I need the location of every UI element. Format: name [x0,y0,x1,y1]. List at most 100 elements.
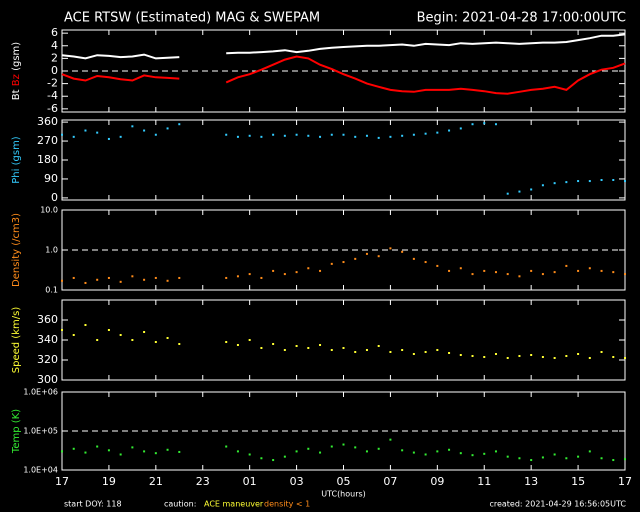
data-point [178,450,181,453]
begin-time: Begin: 2021-04-28 17:00:00UTC [417,11,626,26]
y-tick-label: 360 [37,313,58,326]
data-point [319,269,322,272]
data-point [588,180,591,183]
data-point [565,181,568,184]
y-axis-label: Speed (km/s) [11,307,22,374]
data-point [342,443,345,446]
data-point [248,134,251,137]
data-point [377,447,380,450]
data-point [612,271,615,274]
data-point [612,179,615,181]
data-point [577,455,580,458]
y-axis-title: Phi (gsm) [11,136,22,184]
data-point [307,347,310,349]
data-point [565,457,568,460]
chart-title: ACE RTSW (Estimated) MAG & SWEPAM [64,11,320,26]
y-tick-label: -6 [47,102,58,115]
y-tick-label: 0.1 [45,286,58,295]
data-point [307,267,310,270]
data-point [131,446,134,449]
y-axis-label: Bt Bz (gsm) [11,42,22,100]
data-point [412,353,415,355]
data-point [494,353,497,355]
data-point [506,273,509,276]
data-point [577,353,580,355]
data-point [143,129,146,132]
data-point [154,133,157,136]
data-point [154,276,157,279]
density-note: density < 1 [264,500,310,509]
data-point [459,354,462,356]
data-point [600,351,603,353]
data-point [553,357,556,359]
data-point [225,276,228,279]
y-tick-label: 180 [37,153,58,166]
data-point [600,457,603,460]
data-point [61,133,63,136]
data-point [107,449,110,452]
data-point [272,269,275,272]
data-point [448,352,451,354]
y-tick-label: 340 [37,333,58,346]
x-tick-label: 17 [55,475,69,488]
data-point [530,269,533,272]
x-tick-label: 07 [383,475,397,488]
data-point [612,356,615,358]
data-point [295,345,298,347]
data-point [225,341,228,343]
data-point [236,344,239,346]
data-point [295,133,298,136]
caution: caution: [164,500,196,509]
start-doy: start DOY: 118 [64,500,122,509]
data-point [424,261,427,264]
data-point [260,276,263,279]
data-point [424,453,427,456]
data-point [236,135,239,138]
series-line [61,55,626,95]
data-point [553,182,556,185]
data-point [448,269,451,272]
data-point [377,255,380,258]
data-point [143,331,146,333]
data-point [506,192,509,195]
data-point [436,131,439,134]
data-point [330,349,333,351]
data-point [283,349,286,351]
data-point [424,351,427,353]
data-point [84,281,87,284]
data-point [612,459,615,462]
data-point [178,123,181,126]
data-point [342,347,345,349]
data-point [494,450,497,453]
data-point [236,450,239,453]
data-point [412,133,415,136]
data-point [342,261,345,264]
data-point [365,134,368,137]
data-point [518,355,521,357]
data-point [236,275,239,278]
data-point [565,355,568,357]
data-point [283,455,286,458]
data-point [107,329,110,331]
data-point [342,133,345,136]
series-line [61,33,626,60]
data-point [541,356,544,358]
data-point [471,355,474,357]
data-point [624,180,626,183]
data-point [330,445,333,448]
data-point [541,184,544,187]
data-point [354,351,357,353]
data-point [483,269,486,272]
data-point [530,459,533,462]
data-point [260,135,263,138]
x-tick-label: 09 [430,475,444,488]
data-point [131,125,134,128]
data-point [448,448,451,451]
data-point [506,455,509,458]
data-point [72,135,75,138]
data-point [624,273,626,276]
x-tick-label: 19 [102,475,116,488]
x-tick-label: 21 [149,475,163,488]
data-point [494,123,497,126]
